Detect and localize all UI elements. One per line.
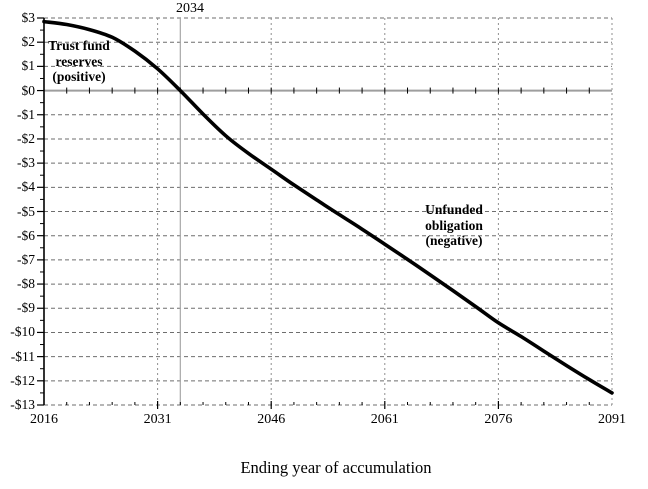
y-tick-label: -$3 — [17, 155, 35, 171]
y-tick-label: -$9 — [17, 300, 35, 316]
y-tick-label: -$13 — [10, 397, 35, 412]
y-tick-label: -$7 — [17, 251, 35, 267]
trust-fund-curve — [42, 19, 614, 395]
y-tick-label: $0 — [21, 82, 36, 98]
trust-fund-reserves-annotation: Trust fund reserves (positive) — [19, 38, 139, 85]
y-tick-label: -$5 — [17, 203, 35, 219]
x-tick-label: 2016 — [30, 412, 58, 427]
y-tick-label: -$2 — [17, 130, 35, 146]
x-tick-label: 2061 — [370, 412, 399, 427]
y-tick-label: -$10 — [10, 324, 35, 340]
y-tick-label: $2 — [21, 34, 36, 50]
annotation-line: obligation — [425, 217, 483, 233]
x-tick-label: 2031 — [143, 412, 172, 427]
annotation-line: (negative) — [425, 233, 483, 248]
x-tick-label: 2091 — [598, 412, 626, 427]
y-tick-label: $1 — [21, 58, 36, 74]
x-tick-label: 2076 — [484, 412, 513, 427]
y-tick-label: -$6 — [17, 227, 35, 243]
x-tick-label: 2046 — [257, 412, 286, 427]
unfunded-obligation-annotation: Unfunded obligation (negative) — [394, 202, 514, 249]
y-tick-label: $3 — [21, 10, 36, 25]
y-tick-label: -$4 — [17, 179, 35, 195]
annotation-line: Unfunded — [425, 202, 483, 217]
y-tick-label: -$1 — [17, 106, 35, 122]
annotation-line: (positive) — [52, 69, 106, 84]
y-tick-label: -$8 — [17, 276, 35, 292]
x-axis-title: Ending year of accumulation — [240, 458, 432, 477]
y-tick-label: -$12 — [10, 372, 35, 388]
y-tick-label: -$11 — [10, 348, 35, 364]
annotation-line: Trust fund — [48, 38, 110, 53]
annotation-line: reserves — [55, 53, 103, 69]
depletion-year-annotation: 2034 — [176, 1, 204, 16]
